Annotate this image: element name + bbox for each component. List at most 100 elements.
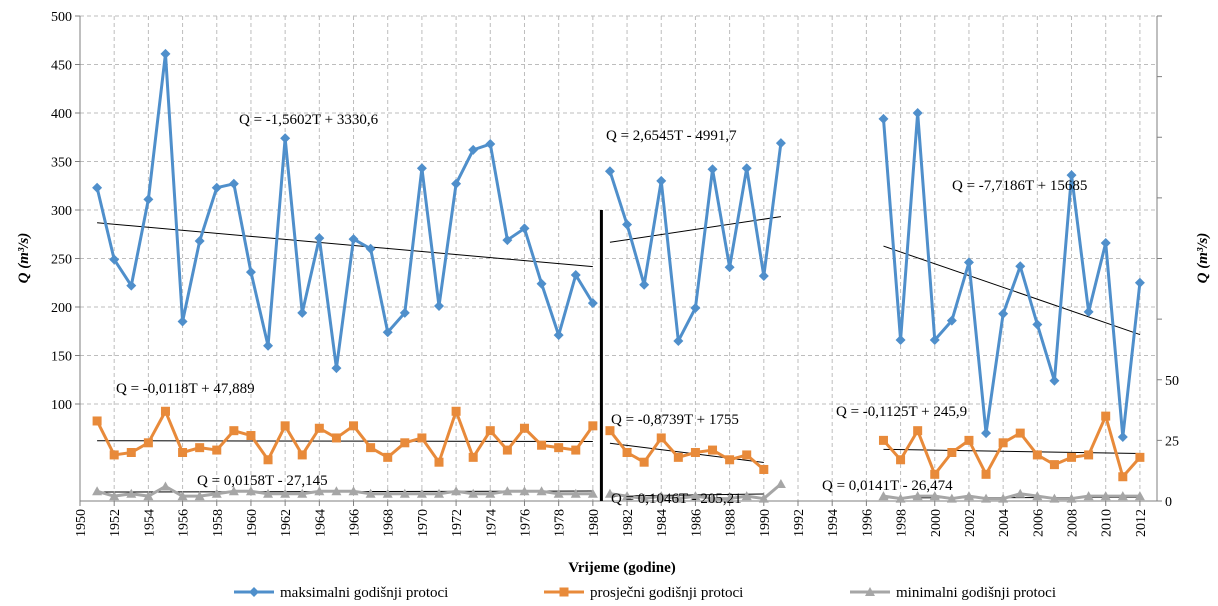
y-tick-label-left: 450 — [51, 59, 72, 74]
x-tick-label: 1978 — [553, 509, 568, 537]
trendline — [609, 493, 764, 497]
data-point — [708, 445, 718, 455]
x-tick-label: 1958 — [211, 509, 226, 537]
y-tick-label-right: 50 — [1165, 374, 1179, 389]
trendline — [883, 448, 1140, 454]
y-tick-label-left: 350 — [51, 156, 72, 171]
trend-equation: Q = 0,0141T - 26,474 — [822, 478, 953, 494]
x-tick-label: 1970 — [416, 509, 431, 537]
series — [92, 48, 1145, 503]
x-axis-label: Vrijeme (godine) — [568, 560, 676, 576]
data-point — [553, 330, 564, 341]
x-tick-label: 1982 — [621, 509, 636, 537]
data-point — [434, 301, 444, 312]
series-line — [96, 484, 593, 498]
data-point — [536, 486, 547, 496]
data-point — [229, 426, 239, 436]
data-point — [1135, 452, 1145, 462]
data-point — [109, 450, 119, 460]
data-point — [109, 491, 120, 501]
data-point — [930, 469, 940, 479]
annotations: Q = -1,5602T + 3330,6 Q = 2,6545T - 4991,… — [116, 112, 1087, 507]
data-point — [399, 488, 410, 498]
trend-equation: Q = -1,5602T + 3330,6 — [239, 112, 379, 128]
data-point — [263, 455, 273, 465]
x-tick-label: 1954 — [142, 509, 157, 537]
y-tick-label-right: 0 — [1165, 495, 1172, 510]
data-point — [1083, 306, 1094, 317]
y-tick-label-left: 250 — [51, 253, 72, 268]
data-point — [1083, 491, 1094, 501]
data-point — [485, 139, 496, 150]
data-point — [485, 488, 496, 498]
y-axis-label-left: Q (m³/s) — [16, 233, 32, 284]
data-point — [92, 182, 103, 193]
data-point — [553, 488, 564, 498]
data-point — [775, 479, 786, 489]
data-point — [417, 433, 427, 443]
data-point — [656, 175, 667, 186]
data-point — [912, 491, 923, 501]
data-point — [1032, 319, 1043, 330]
data-point — [690, 448, 700, 457]
data-point — [604, 166, 615, 177]
grid — [79, 15, 1157, 501]
trendline — [609, 442, 764, 463]
y-tick-label-left: 300 — [51, 204, 72, 219]
data-point — [878, 491, 889, 501]
x-tick-label: 1952 — [108, 509, 123, 537]
data-point — [280, 488, 291, 498]
y-tick-label-right: 25 — [1165, 434, 1179, 449]
data-point — [707, 164, 718, 175]
data-point — [1032, 491, 1043, 501]
data-point — [964, 435, 974, 445]
data-point — [571, 445, 581, 455]
data-point — [639, 457, 649, 467]
data-point — [673, 452, 683, 462]
data-point — [382, 327, 393, 338]
data-point — [297, 450, 307, 460]
data-point — [725, 455, 735, 465]
trendline — [97, 222, 593, 268]
y-tick-label-left: 100 — [51, 398, 72, 413]
data-point — [160, 481, 171, 491]
legend-marker — [249, 587, 259, 597]
data-point — [1117, 491, 1128, 501]
data-point — [758, 270, 769, 281]
x-tick-label: 2004 — [997, 509, 1012, 537]
legend-label: prosječni godišnji protoci — [590, 585, 743, 601]
legend-label: minimalni godišnji protoci — [896, 585, 1056, 601]
x-tick-label: 2012 — [1134, 509, 1149, 537]
data-point — [416, 488, 427, 498]
data-point — [587, 488, 598, 498]
data-point — [622, 448, 632, 457]
data-point — [1067, 452, 1077, 462]
series-line — [882, 414, 1142, 479]
data-point — [1066, 170, 1077, 181]
series-triangle — [92, 479, 1145, 503]
data-point — [998, 438, 1008, 448]
data-point — [707, 493, 718, 503]
data-point — [1015, 488, 1026, 498]
data-point — [1049, 493, 1060, 503]
y-tick-label-left: 500 — [51, 10, 72, 25]
series-square — [92, 406, 1145, 482]
series-line — [95, 52, 595, 370]
data-point — [673, 335, 684, 346]
data-point — [1015, 428, 1025, 438]
data-point — [297, 307, 308, 318]
series-line — [881, 111, 1142, 439]
data-point — [929, 491, 940, 501]
data-point — [365, 488, 376, 498]
data-point — [673, 493, 684, 503]
data-point — [1134, 277, 1145, 288]
legend-marker — [559, 587, 569, 597]
data-point — [742, 450, 752, 460]
data-point — [502, 445, 512, 455]
x-tick-label: 2000 — [929, 509, 944, 537]
x-tick-label: 2008 — [1066, 509, 1081, 537]
data-point — [519, 423, 529, 433]
data-point — [656, 491, 667, 501]
x-tick-label: 1980 — [587, 509, 602, 537]
data-point — [451, 406, 461, 416]
